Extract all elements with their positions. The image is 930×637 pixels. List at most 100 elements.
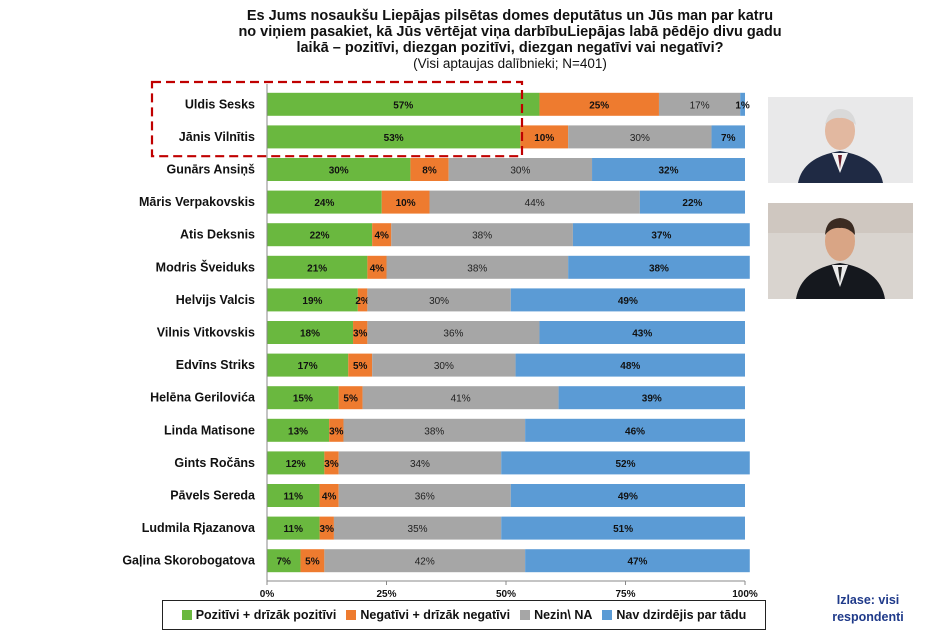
data-label-neutral: 17% — [690, 100, 710, 111]
category-label: Ludmila Rjazanova — [142, 521, 256, 535]
bar-segment-negative — [372, 223, 392, 247]
data-label-unknown: 43% — [632, 329, 652, 340]
legend-swatch-positive — [181, 610, 192, 620]
data-label-unknown: 39% — [642, 394, 662, 405]
category-label: Edvīns Striks — [176, 358, 255, 372]
bar-segment-negative — [357, 288, 368, 312]
bar-segment-negative — [319, 516, 334, 540]
bar-segment-unknown — [539, 321, 745, 344]
bar-segment-negative — [539, 92, 659, 116]
title-line-1: Es Jums nosaukšu Liepājas pilsētas domes… — [246, 8, 774, 24]
legend-swatch-negative — [346, 610, 357, 620]
bar-segment-neutral — [448, 158, 593, 181]
data-label-neutral: 34% — [410, 459, 430, 470]
chart-subtitle: (Visi aptaujas dalībnieki; N=401) — [413, 56, 607, 71]
bar-segment-unknown — [592, 158, 745, 181]
bar-segment-unknown — [558, 386, 745, 410]
data-label-unknown: 7% — [721, 133, 736, 144]
bar-segment-positive — [267, 451, 325, 475]
data-label-neutral: 36% — [443, 329, 463, 340]
bar-segment-positive — [267, 125, 521, 149]
data-label-neutral: 38% — [424, 426, 444, 437]
category-label: Māris Verpakovskis — [139, 195, 255, 209]
bar-segment-neutral — [333, 516, 502, 540]
legend-item-neutral: Nezin\ NA — [520, 608, 592, 622]
bar-segment-neutral — [568, 125, 712, 149]
bar-segment-neutral — [338, 451, 502, 475]
bar-segment-negative — [324, 451, 339, 475]
bar-segment-neutral — [338, 484, 511, 507]
bar-segment-neutral — [429, 190, 640, 214]
legend-label-negative: Negatīvi + drīzāk negatīvi — [360, 608, 511, 622]
data-label-negative: 2% — [355, 296, 370, 307]
bar-segment-positive — [267, 516, 320, 540]
bar-segment-unknown — [510, 288, 745, 312]
chart-legend: Pozitīvi + drīzāk pozitīvi Negatīvi + dr… — [162, 600, 766, 630]
bar-segment-unknown — [501, 451, 750, 475]
bar-segment-positive — [267, 484, 320, 507]
data-label-negative: 5% — [343, 394, 358, 405]
data-label-positive: 53% — [384, 133, 404, 144]
category-label: Helēna Gerilovića — [150, 391, 256, 405]
data-label-neutral: 41% — [451, 394, 471, 405]
bar-segment-unknown — [568, 255, 750, 279]
bar-segment-positive — [267, 549, 301, 573]
data-label-positive: 13% — [288, 426, 308, 437]
data-label-unknown: 48% — [620, 361, 640, 372]
bar-segment-negative — [348, 353, 373, 377]
bar-segment-negative — [520, 125, 569, 149]
category-label: Helvijs Valcis — [176, 293, 255, 307]
data-label-neutral: 38% — [467, 263, 487, 274]
category-label: Linda Matisone — [164, 423, 255, 437]
sample-note-line-2: respondenti — [832, 610, 904, 624]
x-tick-label: 75% — [615, 589, 635, 600]
legend-item-unknown: Nav dzirdējis par tādu — [602, 608, 746, 622]
data-label-neutral: 30% — [510, 166, 530, 177]
data-label-negative: 3% — [353, 329, 368, 340]
data-label-negative: 4% — [370, 263, 385, 274]
category-label: Jānis Vilnītis — [179, 130, 255, 144]
data-label-positive: 18% — [300, 329, 320, 340]
bar-segment-neutral — [343, 418, 526, 442]
data-label-neutral: 30% — [434, 361, 454, 372]
data-label-positive: 11% — [284, 524, 304, 535]
data-label-negative: 5% — [305, 557, 320, 568]
bar-segment-neutral — [324, 549, 526, 573]
data-label-unknown: 32% — [659, 166, 679, 177]
bar-segment-unknown — [525, 549, 750, 573]
legend-label-positive: Pozitīvi + drīzāk pozitīvi — [195, 608, 337, 622]
sample-note-line-1: Izlase: visi — [836, 593, 900, 607]
data-label-negative: 10% — [534, 133, 554, 144]
data-label-positive: 22% — [310, 231, 330, 242]
data-label-positive: 19% — [302, 296, 322, 307]
bar-segment-neutral — [372, 353, 516, 377]
x-tick-label: 50% — [496, 589, 516, 600]
x-tick-label: 0% — [260, 589, 275, 600]
data-label-negative: 8% — [422, 166, 437, 177]
data-label-negative: 3% — [320, 524, 335, 535]
data-label-neutral: 36% — [415, 492, 435, 503]
data-label-negative: 25% — [589, 100, 609, 111]
data-label-positive: 17% — [298, 361, 318, 372]
bar-segment-neutral — [367, 288, 511, 312]
category-label: Gints Ročāns — [174, 456, 255, 470]
bar-segment-positive — [267, 255, 368, 279]
legend-swatch-neutral — [520, 610, 531, 620]
data-label-positive: 30% — [329, 166, 349, 177]
data-label-negative: 4% — [322, 492, 337, 503]
bar-segment-neutral — [658, 92, 741, 116]
data-label-unknown: 22% — [682, 198, 702, 209]
data-label-negative: 3% — [329, 426, 344, 437]
data-label-unknown: 37% — [651, 231, 671, 242]
stacked-bar-chart: Uldis Sesks 57% 25% 17% 1% Jānis Vilnītis 53% 1… — [122, 80, 758, 600]
data-label-unknown: 49% — [618, 296, 638, 307]
bar-segment-negative — [300, 549, 325, 573]
data-label-unknown: 46% — [625, 426, 645, 437]
bar-segment-positive — [267, 158, 411, 181]
data-label-unknown: 47% — [627, 557, 647, 568]
bar-segment-negative — [381, 190, 430, 214]
bar-segment-unknown — [510, 484, 745, 507]
bar-segment-positive — [267, 190, 382, 214]
bar-segment-positive — [267, 353, 349, 377]
legend-item-positive: Pozitīvi + drīzāk pozitīvi — [181, 608, 337, 622]
